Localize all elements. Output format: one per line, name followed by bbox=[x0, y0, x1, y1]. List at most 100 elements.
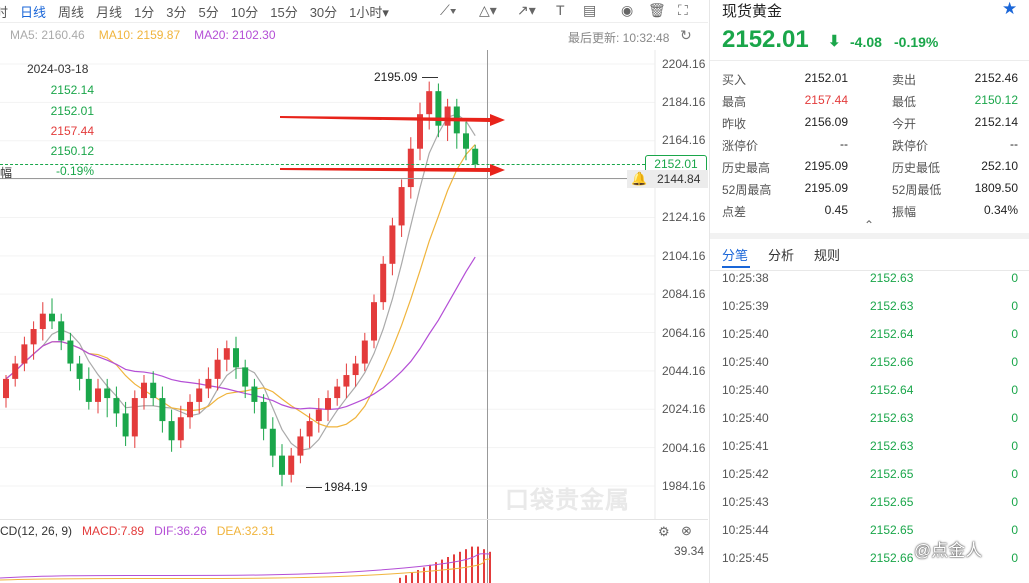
trendline-tool-icon[interactable]: ⟋▾ bbox=[440, 2, 457, 18]
info-close: 2152.01 bbox=[50, 104, 94, 118]
tab-timeframe-5m[interactable]: 5分 bbox=[198, 4, 219, 20]
eye-icon[interactable]: ◉ bbox=[621, 2, 634, 18]
candle bbox=[159, 398, 166, 422]
tab-timeframe-daily[interactable]: 日线 bbox=[20, 4, 47, 20]
candle bbox=[150, 382, 157, 399]
fullscreen-icon[interactable]: ⛶ bbox=[678, 2, 688, 18]
tick-row: 10:25:40 2152.66 0 bbox=[710, 355, 1029, 383]
note-tool-icon[interactable]: ▤ bbox=[583, 2, 597, 18]
candle bbox=[95, 388, 101, 402]
current-price-tag: 2152.01 bbox=[645, 155, 707, 174]
tick-volume: 0 bbox=[1011, 467, 1018, 481]
bell-icon[interactable]: 🔔 bbox=[631, 171, 648, 186]
low-annotation: 1984.19 bbox=[324, 480, 368, 494]
favorite-star-icon[interactable]: ★ bbox=[1002, 0, 1018, 18]
tick-row: 10:25:40 2152.63 0 bbox=[710, 411, 1029, 439]
down-arrow-icon: ⬇ bbox=[828, 33, 841, 50]
ma5-line bbox=[5, 113, 476, 451]
arrow-tool-icon[interactable]: ↗▾ bbox=[517, 2, 536, 18]
tick-row: 10:25:45 2152.66 0 bbox=[710, 551, 1029, 579]
macd-divider bbox=[0, 519, 708, 520]
price-change-pct: -0.19% bbox=[894, 34, 939, 50]
tab-analysis[interactable]: 分析 bbox=[768, 248, 795, 263]
source-watermark: @点金人 bbox=[914, 541, 983, 560]
tick-row: 10:25:39 2152.63 0 bbox=[710, 299, 1029, 327]
candle bbox=[352, 363, 359, 376]
tick-time: 10:25:42 bbox=[722, 467, 769, 481]
info-change: -0.19% bbox=[55, 164, 94, 178]
tick-time: 10:25:38 bbox=[722, 271, 769, 285]
candle bbox=[279, 455, 285, 475]
text-tool-icon[interactable]: T bbox=[556, 2, 565, 18]
info-high: 2157.44 bbox=[50, 124, 94, 138]
tick-time: 10:25:40 bbox=[722, 411, 769, 425]
candle bbox=[12, 363, 19, 379]
candle bbox=[426, 91, 433, 115]
macd-settings-icon[interactable]: ⚙ bbox=[658, 524, 670, 539]
tick-price: 2152.64 bbox=[870, 383, 914, 397]
info-date: 2024-03-18 bbox=[27, 62, 89, 76]
ma10-line bbox=[5, 144, 476, 428]
tab-timeframe-weekly[interactable]: 周线 bbox=[58, 4, 85, 20]
ohlc-info-box: 2024-03-18 2152.14 2152.01 2157.44 2150.… bbox=[0, 62, 96, 182]
tick-row: 10:25:38 2152.63 0 bbox=[710, 271, 1029, 299]
quote-row: 历史最高 2195.09 历史最低 252.10 bbox=[722, 159, 1018, 175]
tick-list[interactable]: 10:25:38 2152.63 0 10:25:39 2152.63 0 10:25:40… bbox=[710, 271, 1029, 583]
refresh-icon[interactable]: ↻ bbox=[680, 27, 692, 43]
candle bbox=[30, 329, 37, 345]
ma20-label: MA20: 2102.30 bbox=[194, 28, 276, 42]
info-change-label: 幅 bbox=[0, 166, 13, 180]
candle bbox=[407, 148, 414, 188]
macd-close-icon[interactable]: ⊗ bbox=[681, 523, 692, 538]
tab-timeframe-1h[interactable]: 1小时▾ bbox=[349, 4, 389, 20]
timeframe-toolbar: 分时 日线 周线 月线 1分 3分 5分 10分 15分 30分 1小时▾ bbox=[0, 0, 708, 23]
section-divider bbox=[710, 233, 1029, 239]
tick-row: 10:25:42 2152.65 0 bbox=[710, 467, 1029, 495]
candlestick-chart[interactable] bbox=[0, 50, 708, 520]
tab-ticks[interactable]: 分笔 bbox=[722, 248, 749, 263]
tab-timeframe-1m[interactable]: 1分 bbox=[134, 4, 155, 20]
last-update: 最后更新: 10:32:48 bbox=[568, 31, 670, 45]
tick-price: 2152.66 bbox=[870, 551, 914, 565]
tick-row: 10:25:40 2152.64 0 bbox=[710, 383, 1029, 411]
tabs-divider bbox=[710, 270, 1029, 271]
candle bbox=[196, 388, 203, 402]
macd-value: MACD:7.89 bbox=[82, 524, 145, 538]
price-tick: 2124.16 bbox=[662, 210, 706, 224]
candle bbox=[168, 421, 175, 441]
high-annotation: 2195.09 bbox=[374, 70, 418, 84]
high-annotation-line bbox=[422, 77, 438, 78]
tick-time: 10:25:44 bbox=[722, 523, 769, 537]
annotation-arrows bbox=[280, 114, 505, 176]
tab-timeframe-monthly[interactable]: 月线 bbox=[96, 4, 123, 20]
tab-timeframe-3m[interactable]: 3分 bbox=[166, 4, 187, 20]
tick-time: 10:25:40 bbox=[722, 383, 769, 397]
candle bbox=[472, 148, 479, 165]
dea-line bbox=[0, 558, 491, 581]
tab-timeframe-30m[interactable]: 30分 bbox=[309, 4, 338, 20]
tick-row: 10:25:41 2152.63 0 bbox=[710, 439, 1029, 467]
candle bbox=[380, 263, 387, 303]
tab-timeframe-fenshi[interactable]: 分时 bbox=[0, 4, 9, 20]
triangle-tool-icon[interactable]: △▾ bbox=[479, 2, 497, 18]
tick-volume: 0 bbox=[1011, 355, 1018, 369]
tick-price: 2152.63 bbox=[870, 299, 914, 313]
crosshair-price: 2144.84 bbox=[657, 172, 701, 186]
tick-volume: 0 bbox=[1011, 523, 1018, 537]
candle bbox=[343, 375, 350, 387]
tab-timeframe-10m[interactable]: 10分 bbox=[230, 4, 259, 20]
info-low: 2150.12 bbox=[50, 144, 94, 158]
macd-chart bbox=[0, 546, 491, 583]
quote-table: 买入 2152.01 卖出 2152.46 最高 2157.44 最低 2150… bbox=[722, 71, 1022, 225]
tab-rules[interactable]: 规则 bbox=[814, 248, 841, 263]
candle bbox=[67, 340, 74, 364]
detail-tabs: 分笔 分析 规则 bbox=[722, 245, 840, 264]
tick-volume: 0 bbox=[1011, 327, 1018, 341]
candle bbox=[306, 421, 313, 437]
candle bbox=[177, 417, 184, 441]
collapse-chevron-icon[interactable]: ⌃ bbox=[864, 218, 875, 232]
tab-timeframe-15m[interactable]: 15分 bbox=[270, 4, 298, 20]
trash-icon[interactable]: 🗑 bbox=[648, 2, 666, 18]
candle bbox=[205, 378, 212, 389]
ma5-label: MA5: 2160.46 bbox=[10, 28, 85, 42]
